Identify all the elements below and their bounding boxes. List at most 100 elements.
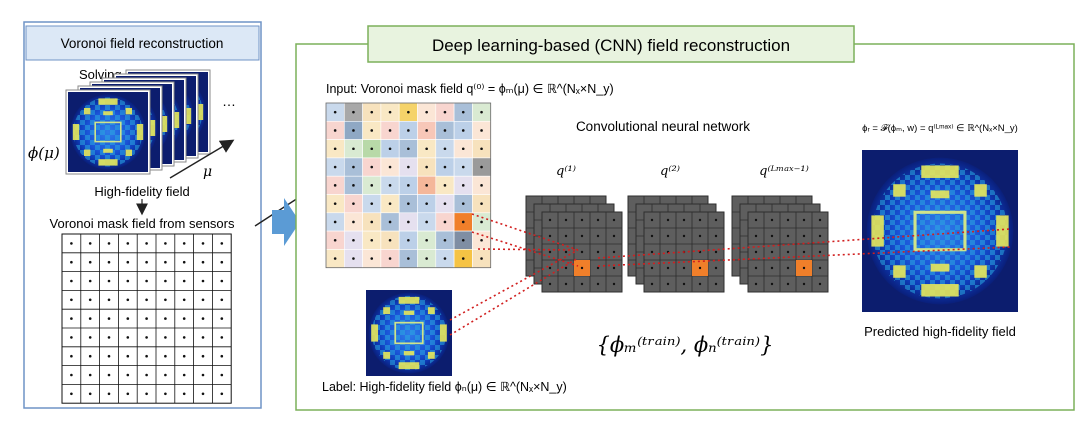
sensor-dot <box>164 336 167 339</box>
sensor-dot <box>333 238 337 242</box>
sensor-dot <box>88 242 92 245</box>
sensor-dot <box>352 184 355 187</box>
sensor-dot <box>596 234 600 238</box>
right-panel-title: Deep learning-based (CNN) field reconstr… <box>432 36 790 55</box>
sensor-dot <box>443 184 447 187</box>
sensor-dot <box>182 298 186 302</box>
sensor-dot <box>461 184 465 187</box>
sensor-dot <box>126 317 130 320</box>
sensor-dot <box>480 184 483 187</box>
field-motif <box>893 184 906 197</box>
sensor-dot <box>698 234 702 238</box>
field-motif <box>974 265 987 278</box>
sensor-dot <box>580 250 584 254</box>
cnn-label: Convolutional neural network <box>576 119 750 134</box>
left-panel: Voronoi field reconstruction Solving 𝓜(ϕ… <box>23 21 262 409</box>
sensor-dot <box>714 234 718 238</box>
predicted-field <box>862 150 1018 312</box>
field-motif <box>398 362 420 370</box>
field-motif <box>930 190 950 199</box>
sensor-dot <box>818 282 822 286</box>
sensor-dot <box>220 336 224 339</box>
sensor-dot <box>770 282 774 286</box>
sensor-dot <box>786 282 790 286</box>
sensor-dot <box>425 238 428 242</box>
sensor-dot <box>126 392 130 396</box>
sensor-dot <box>70 242 73 245</box>
sensor-dot <box>182 279 186 283</box>
sensor-dot <box>407 184 410 187</box>
sensor-dot <box>818 266 822 270</box>
sensor-dot <box>461 238 465 242</box>
sensor-dot <box>564 250 568 254</box>
sensor-dot <box>201 317 205 320</box>
feature-map-stack <box>525 195 623 293</box>
sensor-dot <box>388 110 392 114</box>
sensor-dot <box>407 238 410 242</box>
sensor-dot <box>564 218 568 222</box>
sensor-dot <box>107 354 111 358</box>
sensor-dot <box>802 282 806 286</box>
field-motif <box>403 310 415 315</box>
sensor-dot <box>548 218 552 222</box>
field-motif <box>871 215 884 247</box>
sensor-dot <box>88 298 92 302</box>
field-motif <box>84 108 91 115</box>
sensor-dot <box>461 220 465 224</box>
left-panel-title-box <box>25 25 260 61</box>
mask-grid-frame <box>325 102 492 269</box>
sensor-dot <box>333 110 337 114</box>
sensor-dot <box>770 250 774 254</box>
sensor-dot <box>220 279 224 283</box>
stacked-field <box>65 89 151 175</box>
sensor-dot <box>333 184 337 187</box>
sensor-dot <box>333 165 337 169</box>
sensor-dot <box>443 110 447 114</box>
sensor-dot <box>164 392 167 396</box>
sensor-dot <box>650 218 654 222</box>
sensor-dot <box>70 354 73 358</box>
sensor-dot <box>88 354 92 358</box>
sensor-dot <box>425 147 428 151</box>
sensor-dot <box>802 234 806 238</box>
sensor-dot <box>480 110 483 114</box>
sensor-dot <box>107 260 111 264</box>
mu-axis-arrow <box>169 139 235 179</box>
sensor-dot <box>443 220 447 224</box>
sensor-dot <box>425 165 428 169</box>
sensor-dot <box>650 250 654 254</box>
sensor-dot <box>182 336 186 339</box>
sensor-dot <box>443 147 447 151</box>
sensor-dot <box>126 336 130 339</box>
sensor-dot <box>612 266 616 270</box>
field-motif <box>196 104 204 120</box>
sensor-dot <box>818 218 822 222</box>
sensor-dot <box>612 282 616 286</box>
sensor-dot <box>754 234 758 238</box>
sensor-dot <box>88 260 92 264</box>
sensor-dot <box>70 298 73 302</box>
sensor-dot <box>126 260 130 264</box>
sensor-dot <box>650 282 654 286</box>
sensor-dot <box>70 317 73 320</box>
sensor-dot <box>107 336 111 339</box>
mu-label: μ <box>203 164 212 180</box>
sensor-dot <box>682 282 686 286</box>
sensor-dot <box>480 147 483 151</box>
sensor-dot <box>407 257 410 260</box>
sensor-dot <box>698 266 702 270</box>
sensor-dot <box>407 202 410 205</box>
connector-line <box>471 213 579 251</box>
field-motif <box>125 108 132 115</box>
field-motif <box>403 351 415 356</box>
sensor-dot <box>107 373 111 377</box>
sensor-dot <box>182 317 186 320</box>
sensor-dot <box>88 373 92 377</box>
sensor-dot <box>596 218 600 222</box>
sensor-dot <box>388 147 392 151</box>
connector-line <box>597 246 1011 267</box>
sensor-dot <box>182 354 186 358</box>
sensor-dot <box>548 266 552 270</box>
training-set: {ϕₘ⁽ᵗʳᵃⁱⁿ⁾, ϕₙ⁽ᵗʳᵃⁱⁿ⁾} <box>597 333 774 357</box>
sensor-dot <box>220 317 224 320</box>
